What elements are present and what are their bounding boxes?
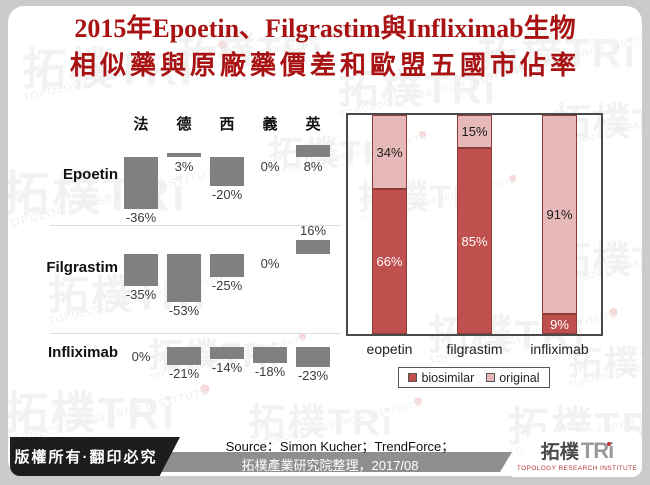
watermark-red-dot (200, 384, 210, 394)
tri-logo: 拓樸 TRi TOPOLOGY RESEARCH INSTITUTE (512, 432, 642, 477)
price-diff-bar (296, 347, 330, 367)
share-segment-biosimilar: 9% (542, 314, 577, 334)
watermark-logo-text: 拓樸TRi (8, 378, 214, 442)
tri-logo-row: 拓樸 TRi (540, 437, 614, 464)
share-segment-original: 15% (457, 115, 492, 148)
page-title: 2015年Epoetin、Filgrastim與Infliximab生物 相似藥… (0, 10, 650, 84)
category-label: filgrastim (446, 341, 503, 357)
watermark-logo-text: 拓樸TRi (338, 56, 532, 115)
share-segment-biosimilar: 85% (457, 148, 492, 334)
category-label: infliximab (530, 341, 589, 357)
legend-item-biosimilar: biosimilar (408, 371, 474, 385)
price-diff-bar (167, 153, 201, 157)
price-diff-value: -53% (168, 303, 200, 318)
price-diff-bar (167, 254, 201, 302)
copyright-text: 版權所有·翻印必究 (14, 449, 158, 466)
watermark-red-dot (343, 25, 352, 34)
price-diff-bar (210, 347, 244, 359)
price-diff-value: 0% (260, 256, 280, 271)
price-diff-value: -20% (211, 187, 243, 202)
legend-label-original: original (499, 370, 540, 385)
price-diff-value: -35% (125, 287, 157, 302)
drug-row-label: Infliximab (47, 344, 118, 361)
price-diff-value: 3% (174, 159, 194, 174)
price-diff-bar (124, 157, 158, 209)
country-header: 西 (219, 116, 235, 133)
watermark-red-dot (418, 131, 426, 138)
price-diff-value: -21% (168, 366, 200, 381)
title-line-1: 2015年Epoetin、Filgrastim與Infliximab生物 (74, 14, 576, 43)
source-line-2: 拓樸產業研究院整理，2017/08 (241, 458, 419, 473)
title-line-2: 相似藥與原廠藥價差和歐盟五國市佔率 (69, 51, 580, 80)
legend-swatch-original (486, 373, 496, 382)
country-header: 法 (133, 116, 149, 133)
legend-swatch-biosimilar (408, 373, 418, 382)
price-diff-bar (253, 347, 287, 363)
logo-subtitle: TOPOLOGY RESEARCH INSTITUTE (516, 465, 638, 472)
price-diff-value: 8% (303, 159, 323, 174)
price-diff-bar (210, 254, 244, 277)
watermark-logo-text: 拓樸TRi (568, 345, 642, 383)
price-diff-value: 0% (131, 349, 151, 364)
country-header: 英 (305, 116, 321, 133)
watermark-red-dot (298, 333, 306, 340)
watermark-logo-text: 拓樸TRi (178, 20, 356, 74)
watermark-logo-text: 拓樸TRi (478, 30, 638, 77)
price-diff-value: -36% (125, 210, 157, 225)
price-diff-value: 16% (299, 223, 327, 238)
logo-latin-text: TRi (580, 438, 614, 463)
row-separator (50, 333, 341, 334)
watermark-red-dot (519, 62, 528, 71)
share-segment-original: 34% (372, 115, 407, 189)
price-difference-chart: 法 德 西 義 英 Epoetin -36% 3% -20% 0% 8% Filgrastim -35%… (45, 105, 345, 400)
market-share-chart: 34% 66% 15% 85% 91% 9% (346, 113, 603, 336)
source-line-1: Source：Simon Kucher；TrendForce； (225, 439, 455, 454)
price-diff-value: -14% (211, 360, 243, 375)
price-diff-value: 0% (260, 159, 280, 174)
price-diff-value: -23% (297, 368, 329, 383)
legend-label-biosimilar: biosimilar (421, 370, 475, 385)
legend: biosimilar original (398, 367, 550, 388)
watermark-logo-text: 拓樸TRi (248, 392, 426, 446)
price-diff-bar (210, 157, 244, 186)
drug-row-label: Epoetin (63, 166, 118, 183)
watermark-red-dot (218, 40, 228, 50)
logo-cjk-text: 拓樸 (540, 442, 579, 463)
share-segment-original: 91% (542, 115, 577, 314)
watermark-red-dot (413, 397, 422, 406)
drug-row-label: Filgrastim (46, 259, 118, 276)
price-diff-bar (167, 347, 201, 365)
price-diff-value: -25% (211, 278, 243, 293)
watermark-logo-text: 拓樸TRi (22, 34, 232, 98)
copyright-box: 版權所有·翻印必究 (10, 437, 180, 476)
legend-item-original: original (486, 370, 540, 385)
price-diff-bar (296, 145, 330, 157)
country-header: 義 (262, 116, 278, 133)
price-diff-value: -18% (254, 364, 286, 379)
watermark-red-dot (609, 308, 618, 317)
price-diff-bar (296, 240, 330, 254)
category-label: eopetin (366, 341, 413, 357)
price-diff-bar (124, 254, 158, 286)
watermark-red-dot (508, 175, 516, 182)
country-header: 德 (176, 116, 192, 133)
row-separator (50, 225, 341, 226)
share-segment-biosimilar: 66% (372, 189, 407, 334)
